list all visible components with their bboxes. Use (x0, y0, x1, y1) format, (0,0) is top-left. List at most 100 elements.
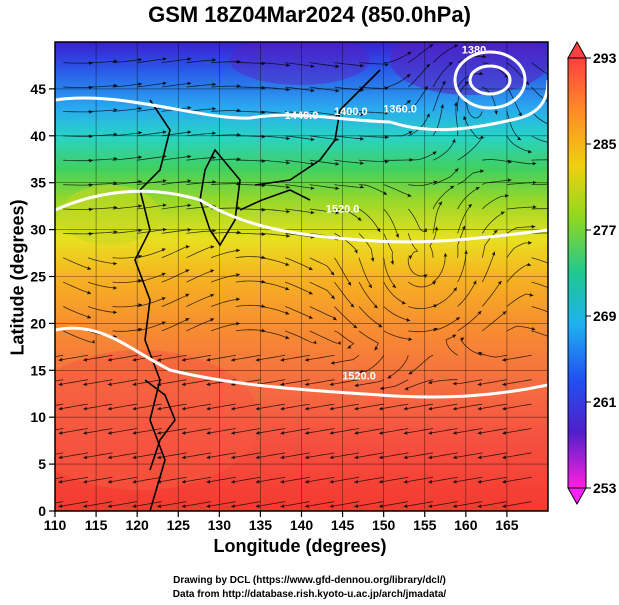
streamline (235, 329, 266, 332)
streamline (157, 476, 187, 483)
streamline-arrowhead (407, 51, 412, 56)
streamline-arrowhead (132, 431, 137, 435)
streamline-arrowhead (354, 479, 359, 484)
streamline (482, 159, 512, 163)
x-tick-label: 150 (372, 517, 396, 533)
streamline (334, 281, 355, 308)
streamline-arrowhead (359, 184, 364, 189)
streamline-arrowhead (406, 318, 411, 322)
streamline-arrowhead (433, 180, 438, 185)
streamline (428, 452, 458, 459)
streamline (58, 403, 88, 410)
streamline-arrowhead (107, 357, 112, 362)
streamline (506, 242, 532, 258)
streamline (260, 86, 290, 91)
streamline-arrowhead (310, 137, 315, 142)
streamline (502, 403, 532, 410)
streamline (383, 130, 413, 137)
streamline (502, 428, 532, 434)
streamline (358, 257, 373, 289)
streamline (137, 228, 167, 234)
contour-label: 1400.0 (334, 106, 368, 118)
map-title: GSM 18Z04Mar2024 (850.0hPa) (148, 2, 471, 27)
streamline-arrowhead (329, 382, 334, 387)
streamline (506, 325, 536, 332)
streamline-arrowhead (452, 334, 457, 339)
streamline (137, 180, 167, 185)
streamline (87, 133, 118, 137)
streamline-arrowhead (477, 382, 482, 387)
streamline (428, 403, 458, 410)
streamline-arrowhead (280, 455, 285, 460)
streamline-arrowhead (212, 82, 216, 87)
streamline (132, 476, 162, 483)
streamline (161, 229, 192, 234)
streamline-arrowhead (132, 479, 137, 484)
streamline (55, 452, 64, 455)
streamline (379, 452, 409, 459)
streamline (383, 73, 411, 88)
streamline-arrowhead (395, 233, 399, 238)
streamline-arrowhead (285, 311, 290, 315)
streamline-arrowhead (162, 130, 167, 135)
streamline-arrowhead (255, 431, 260, 435)
streamline (477, 403, 507, 410)
streamline (403, 452, 434, 459)
streamline (432, 316, 461, 332)
streamline (255, 501, 286, 507)
streamline (112, 83, 143, 88)
streamline (305, 501, 335, 507)
streamline-arrowhead (280, 479, 285, 484)
streamline-arrowhead (380, 386, 384, 391)
streamline (161, 180, 192, 185)
streamline (383, 281, 406, 305)
streamline (477, 379, 507, 386)
streamline (432, 80, 446, 112)
streamline-arrowhead (507, 178, 512, 183)
streamline-arrowhead (448, 62, 453, 66)
streamline-arrowhead (181, 357, 186, 362)
streamline-arrowhead (236, 297, 240, 302)
streamline (280, 501, 310, 507)
streamline-arrowhead (187, 154, 192, 159)
streamline (211, 232, 241, 234)
streamline (432, 201, 443, 234)
streamline (211, 85, 241, 88)
streamline-arrowhead (58, 357, 63, 362)
streamline-arrowhead (58, 504, 63, 508)
streamline-arrowhead (475, 186, 480, 191)
streamline-arrowhead (552, 103, 556, 107)
streamline (161, 293, 190, 307)
streamline-arrowhead (359, 369, 363, 374)
streamline (531, 330, 548, 337)
streamline (285, 86, 315, 92)
streamline (255, 403, 286, 410)
streamline (285, 184, 315, 189)
streamline (334, 62, 364, 67)
streamline (137, 82, 167, 88)
x-axis-ticks: 110 115 120 125 130 135 140 145 150 155 160 165 (44, 511, 519, 533)
streamline (445, 334, 458, 356)
streamline (477, 352, 507, 358)
streamline (63, 111, 93, 113)
contour-label: 1520.0 (326, 204, 360, 216)
streamline-arrowhead (335, 186, 340, 191)
streamline-arrowhead (556, 338, 560, 342)
streamline (137, 204, 167, 210)
streamline (107, 428, 138, 434)
x-tick-label: 145 (331, 517, 355, 533)
streamline (358, 135, 389, 138)
streamline-arrowhead (34, 431, 38, 435)
streamline (334, 208, 362, 222)
streamline-arrowhead (305, 504, 309, 508)
streamline-arrowhead (360, 63, 364, 68)
streamline (280, 403, 310, 410)
streamline (58, 354, 88, 361)
streamline (137, 155, 167, 161)
streamline-arrowhead (89, 183, 93, 187)
streamline-arrowhead (332, 316, 337, 321)
streamline (186, 318, 215, 332)
streamline-arrowhead (83, 406, 87, 411)
contour-labels: 1440.0 1400.0 1360.0 1380 1520.0 1520.0 (285, 44, 487, 382)
streamline-arrowhead (286, 233, 290, 238)
